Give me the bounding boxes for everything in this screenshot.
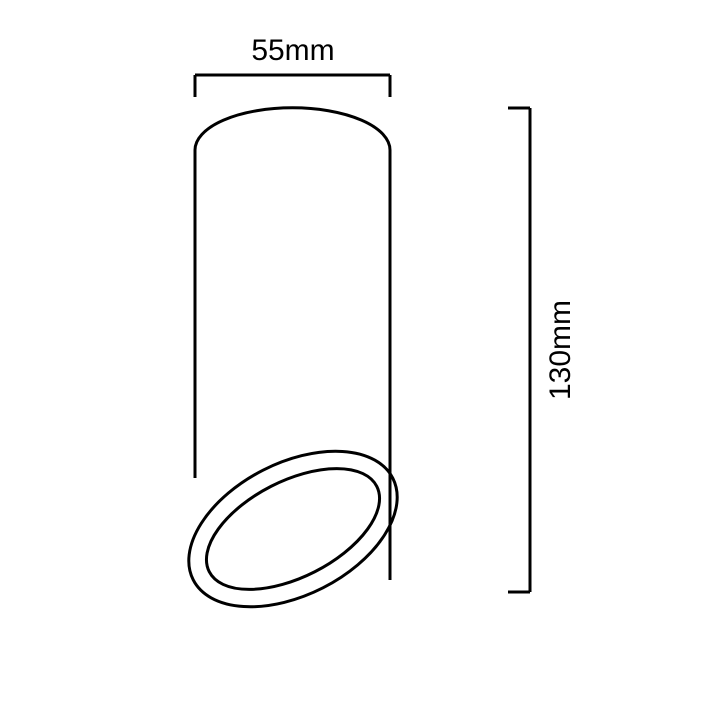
width-label: 55mm <box>251 34 334 67</box>
cut-face-outer-ellipse <box>163 419 423 638</box>
cut-face-inner-ellipse <box>187 444 398 615</box>
cylinder-top-arc <box>195 108 390 150</box>
height-label: 130mm <box>544 300 577 400</box>
